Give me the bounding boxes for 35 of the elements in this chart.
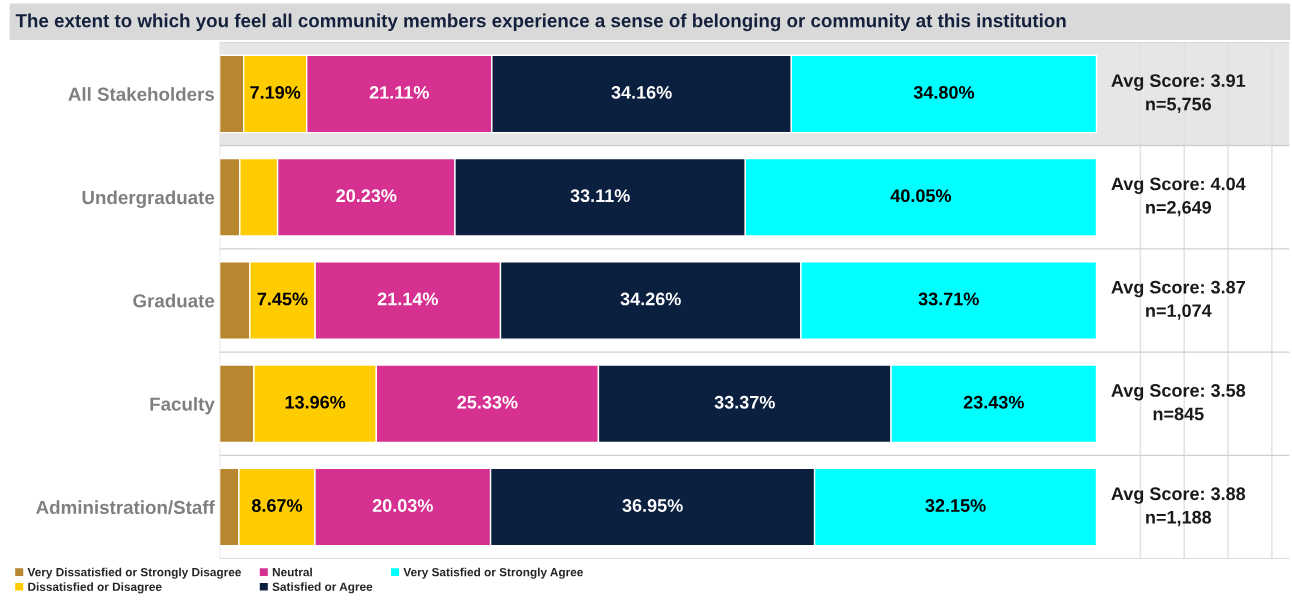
y-tick-label: Faculty <box>150 396 215 415</box>
y-tick-label: All Stakeholders <box>68 87 215 101</box>
data-label: 33.11% <box>570 189 630 203</box>
legend-label: Dissatisfied or Disagree <box>28 582 162 594</box>
legend-label: Very Satisfied or Strongly Agree <box>403 567 583 579</box>
data-label: 7.19% <box>250 85 301 99</box>
data-label: 33.37% <box>714 395 775 409</box>
data-label: 21.11% <box>369 85 429 99</box>
legend-label: Very Dissatisfied or Strongly Disagree <box>27 567 241 579</box>
data-label: 34.26% <box>620 292 681 306</box>
data-label: 23.43% <box>963 395 1024 409</box>
y-tick-label: Administration/Staff <box>36 500 215 515</box>
annotation: Avg Score: 4.04 n=2,649 <box>1111 177 1246 217</box>
data-label: 8.67% <box>251 499 303 512</box>
data-label: 34.16% <box>611 85 672 99</box>
data-label: 33.71% <box>918 292 979 306</box>
data-label: 20.03% <box>372 499 433 512</box>
legend-label: Neutral <box>272 567 312 577</box>
data-label: 32.15% <box>925 499 986 512</box>
data-label: 7.45% <box>257 292 308 306</box>
legend-label: Satisfied or Agree <box>272 582 373 594</box>
data-label: 20.23% <box>336 189 397 203</box>
annotation: Avg Score: 3.88 n=1,188 <box>1111 487 1246 527</box>
annotation: Avg Score: 3.58 n=845 <box>1111 384 1246 421</box>
data-label: 13.96% <box>285 395 346 409</box>
chart-title: The extent to which you feel all community members experience a sense of belonging or community at this institution <box>15 13 1066 32</box>
data-label: 36.95% <box>622 499 683 512</box>
annotation: Avg Score: 3.91 n=5,756 <box>1111 74 1246 114</box>
data-label: 40.05% <box>890 189 952 203</box>
y-tick-label: Graduate <box>133 293 215 308</box>
data-label: 25.33% <box>457 395 518 409</box>
y-tick-label: Undergraduate <box>82 190 215 208</box>
annotation: Avg Score: 3.87 n=1,074 <box>1111 280 1245 320</box>
data-label: 21.14% <box>377 292 438 306</box>
data-label: 34.80% <box>913 85 975 99</box>
